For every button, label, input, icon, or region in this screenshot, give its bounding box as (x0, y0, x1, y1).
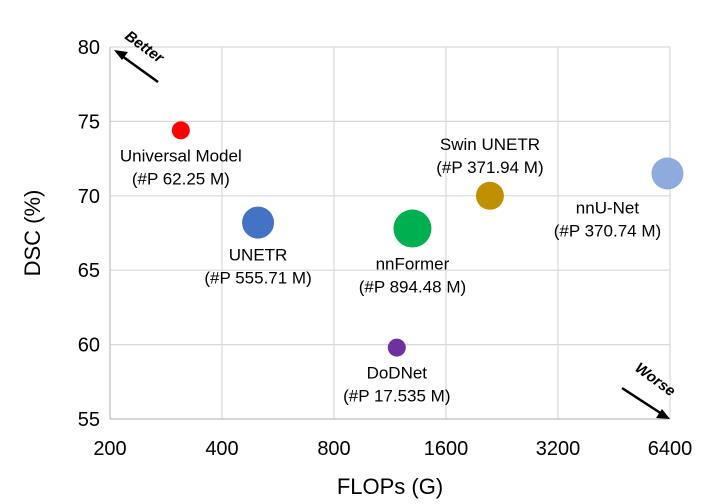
point-params-label: (#P 370.74 M) (554, 221, 661, 240)
better-annotation: Better (114, 27, 168, 84)
point-name-label: Swin UNETR (440, 135, 540, 154)
y-tick-label: 70 (78, 186, 100, 208)
point-name-label: nnFormer (376, 255, 450, 274)
worse-arrow-icon (621, 386, 663, 416)
point-params-label: (#P 17.535 M) (343, 387, 450, 406)
tick-layer: 55 60 65 70 75 80 200 400 800 1600 3200 6400 (78, 37, 693, 460)
point-params-label: (#P 894.48 M) (359, 278, 466, 297)
scatter-point (242, 206, 275, 239)
worse-arrowhead-icon (656, 409, 670, 419)
better-arrow-icon (121, 54, 159, 84)
point-params-label: (#P 555.71 M) (204, 269, 311, 288)
x-tick-label: 200 (93, 438, 126, 460)
point-params-label: (#P 371.94 M) (436, 158, 543, 177)
point-params-label: (#P 62.25 M) (132, 169, 230, 188)
y-tick-label: 60 (78, 335, 100, 357)
x-axis-title: FLOPs (G) (337, 474, 443, 499)
x-tick-label: 6400 (648, 438, 693, 460)
y-tick-label: 55 (78, 409, 100, 431)
axis-layer (109, 47, 670, 420)
scatter-point (393, 209, 432, 248)
x-tick-label: 400 (205, 438, 238, 460)
y-tick-label: 75 (78, 111, 100, 133)
point-layer (171, 121, 684, 357)
x-tick-label: 1600 (424, 438, 469, 460)
point-name-label: Universal Model (120, 146, 242, 165)
scatter-point (171, 121, 190, 140)
better-arrowhead-icon (114, 50, 128, 60)
point-name-label: DoDNet (367, 364, 428, 383)
scatter-point (475, 181, 504, 210)
y-tick-label: 65 (78, 260, 100, 282)
x-tick-label: 3200 (536, 438, 581, 460)
scatter-point (651, 157, 684, 190)
y-tick-label: 80 (78, 37, 100, 59)
y-axis-title: DSC (%) (20, 190, 45, 277)
grid-layer (110, 46, 671, 419)
point-name-label: nnU-Net (576, 198, 640, 217)
scatter-point (387, 338, 406, 357)
x-tick-label: 800 (317, 438, 350, 460)
point-name-label: UNETR (229, 246, 288, 265)
worse-label: Worse (632, 359, 679, 400)
label-layer: Universal Model (#P 62.25 M) UNETR (#P 555.… (120, 135, 661, 406)
